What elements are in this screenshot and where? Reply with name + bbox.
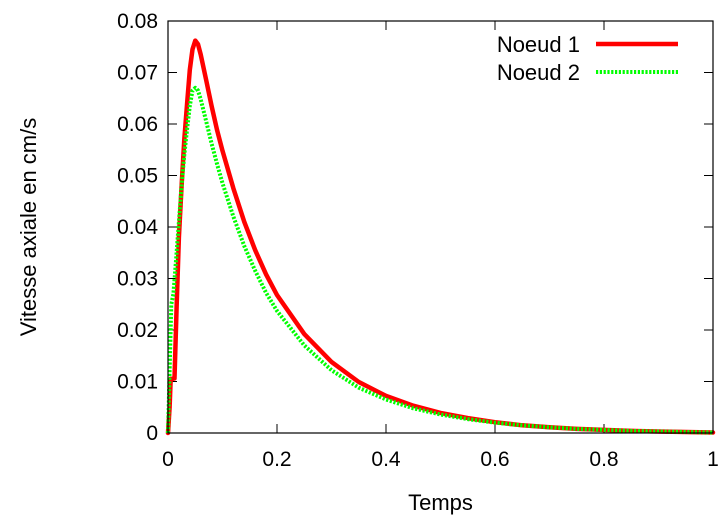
legend-label-1: Noeud 1 — [497, 32, 580, 57]
y-tick-label: 0 — [146, 422, 158, 445]
x-tick-label: 0.8 — [589, 448, 618, 471]
series-line-2 — [166, 85, 714, 435]
legend: Noeud 1 Noeud 2 — [497, 32, 678, 85]
series-line-1 — [165, 38, 716, 436]
y-tick-label: 0.07 — [117, 62, 158, 85]
y-tick-label: 0.05 — [117, 165, 158, 188]
plot-frame — [167, 20, 714, 434]
axis-ticks: 0 0.01 0.02 0.03 0.04 0.05 0.06 0.07 0.08 0 0.2 0.4… — [117, 10, 719, 471]
x-tick-label: 0.2 — [262, 448, 291, 471]
plot-area — [165, 38, 716, 436]
y-tick-label: 0.01 — [117, 371, 158, 394]
y-tick-label: 0.02 — [117, 319, 158, 342]
y-axis-label: Vitesse axiale en cm/s — [16, 118, 41, 336]
x-tick-label: 1 — [707, 448, 719, 471]
x-tick-label: 0 — [162, 448, 174, 471]
y-tick-label: 0.06 — [117, 113, 158, 136]
x-tick-label: 0.6 — [480, 448, 509, 471]
y-tick-label: 0.08 — [117, 10, 158, 33]
x-axis-label: Temps — [408, 490, 473, 515]
y-tick-label: 0.04 — [117, 216, 158, 239]
y-tick-label: 0.03 — [117, 268, 158, 291]
x-tick-label: 0.4 — [371, 448, 401, 471]
legend-label-2: Noeud 2 — [497, 60, 580, 85]
